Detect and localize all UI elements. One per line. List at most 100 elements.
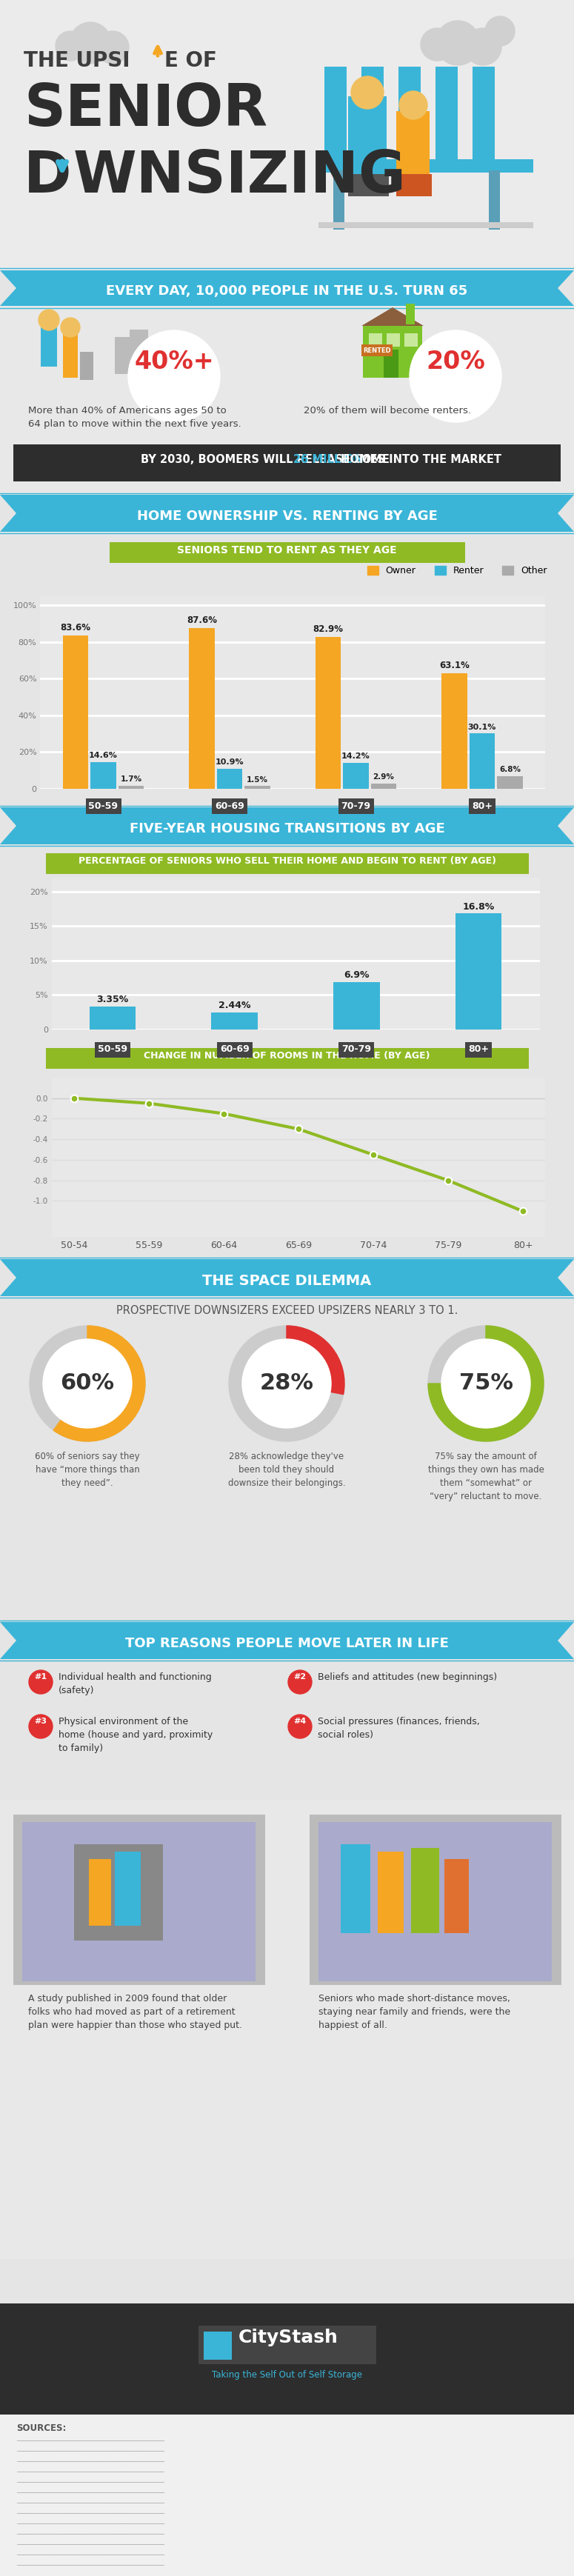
Polygon shape — [558, 1623, 574, 1659]
Text: ────────────────────────────────────────: ──────────────────────────────────────── — [16, 2540, 164, 2548]
Text: ────────────────────────────────────────: ──────────────────────────────────────── — [16, 2530, 164, 2537]
Text: THE SPACE DILEMMA: THE SPACE DILEMMA — [203, 1273, 371, 1288]
Text: EVERY DAY, 10,000 PEOPLE IN THE U.S. TURN 65: EVERY DAY, 10,000 PEOPLE IN THE U.S. TUR… — [106, 283, 468, 299]
Circle shape — [441, 1340, 530, 1427]
Bar — [411, 1847, 439, 1932]
Polygon shape — [0, 270, 16, 307]
Circle shape — [229, 1327, 344, 1443]
Polygon shape — [558, 270, 574, 307]
Wedge shape — [428, 1327, 544, 1443]
Bar — [63, 636, 88, 788]
Circle shape — [436, 21, 480, 64]
Text: 6.8%: 6.8% — [499, 765, 521, 773]
Circle shape — [410, 330, 502, 422]
Text: #2: #2 — [294, 1674, 307, 1680]
Bar — [130, 330, 148, 374]
Text: #3: #3 — [34, 1718, 47, 1726]
Circle shape — [29, 1669, 53, 1695]
Text: SENIORS TEND TO RENT AS THEY AGE: SENIORS TEND TO RENT AS THEY AGE — [177, 546, 397, 556]
Bar — [441, 672, 467, 788]
Circle shape — [428, 1327, 544, 1443]
Text: 2.9%: 2.9% — [373, 773, 394, 781]
Text: 50-59: 50-59 — [98, 1046, 127, 1054]
Polygon shape — [0, 1260, 16, 1296]
Text: SOURCES:: SOURCES: — [16, 2424, 66, 2434]
Bar — [497, 775, 523, 788]
Text: 50-59: 50-59 — [88, 801, 118, 811]
Text: FIVE-YEAR HOUSING TRANSITIONS BY AGE: FIVE-YEAR HOUSING TRANSITIONS BY AGE — [129, 822, 445, 835]
Bar — [333, 981, 380, 1030]
Bar — [387, 332, 400, 348]
Text: 80+: 80+ — [472, 801, 492, 811]
Text: 28%: 28% — [259, 1373, 313, 1394]
Circle shape — [421, 28, 453, 62]
Bar — [319, 1821, 552, 1981]
Text: 14.2%: 14.2% — [342, 752, 370, 760]
Bar — [91, 762, 116, 788]
Bar — [0, 307, 574, 536]
Bar — [0, 2303, 574, 2414]
Bar — [46, 853, 529, 873]
Bar — [245, 786, 270, 788]
Bar — [455, 914, 502, 1030]
Bar — [378, 1852, 404, 1932]
Bar — [470, 734, 495, 788]
Bar — [63, 332, 77, 379]
Text: 2.44%: 2.44% — [219, 1002, 251, 1010]
Bar — [405, 332, 418, 348]
Polygon shape — [362, 307, 424, 327]
Bar — [383, 350, 398, 379]
Text: ────────────────────────────────────────: ──────────────────────────────────────── — [16, 2488, 164, 2496]
Text: HOMES INTO THE MARKET: HOMES INTO THE MARKET — [338, 453, 502, 466]
Text: 1.5%: 1.5% — [247, 775, 268, 783]
Bar — [110, 541, 465, 564]
Bar — [0, 1260, 574, 1296]
Text: 80+: 80+ — [468, 1046, 489, 1054]
Text: 30.1%: 30.1% — [468, 724, 497, 732]
Text: RENTED: RENTED — [363, 348, 391, 353]
Circle shape — [464, 28, 502, 64]
Text: ────────────────────────────────────────: ──────────────────────────────────────── — [16, 2478, 164, 2486]
Bar — [362, 67, 383, 162]
Text: 20%: 20% — [426, 350, 485, 374]
Text: 1.7%: 1.7% — [121, 775, 142, 783]
Text: More than 40% of Americans ages 50 to
64 plan to move within the next five years: More than 40% of Americans ages 50 to 64… — [28, 407, 241, 428]
Text: 14.6%: 14.6% — [89, 752, 118, 760]
Bar — [406, 304, 415, 325]
Circle shape — [96, 31, 129, 64]
Bar — [89, 1860, 111, 1927]
Wedge shape — [286, 1327, 344, 1394]
Bar — [472, 67, 495, 162]
Circle shape — [43, 1340, 132, 1427]
Circle shape — [61, 317, 80, 337]
Text: E OF: E OF — [164, 52, 217, 72]
Circle shape — [29, 1716, 53, 1739]
Text: 28% acknowledge they've
been told they should
downsize their belongings.: 28% acknowledge they've been told they s… — [228, 1453, 346, 1489]
Circle shape — [128, 330, 220, 422]
Bar — [211, 1012, 258, 1030]
Polygon shape — [0, 806, 16, 845]
Text: ────────────────────────────────────────: ──────────────────────────────────────── — [16, 2437, 164, 2445]
Text: 3.35%: 3.35% — [96, 994, 129, 1005]
Circle shape — [38, 309, 59, 330]
Circle shape — [242, 1340, 331, 1427]
Legend: Owner, Renter, Other: Owner, Renter, Other — [363, 562, 551, 580]
Bar — [319, 222, 533, 229]
Text: 63.1%: 63.1% — [439, 659, 470, 670]
Circle shape — [485, 15, 515, 46]
Bar — [315, 636, 341, 788]
Bar — [118, 786, 144, 788]
Text: 87.6%: 87.6% — [187, 616, 217, 626]
Bar — [444, 1860, 469, 1932]
Bar — [348, 95, 387, 178]
Text: Seniors who made short-distance moves,
staying near family and friends, were the: Seniors who made short-distance moves, s… — [319, 1994, 510, 2030]
Bar — [115, 337, 130, 374]
Text: A study published in 2009 found that older
folks who had moved as part of a reti: A study published in 2009 found that old… — [28, 1994, 242, 2030]
Circle shape — [56, 31, 85, 62]
Text: ────────────────────────────────────────: ──────────────────────────────────────── — [16, 2509, 164, 2517]
Bar — [333, 170, 344, 229]
Bar — [369, 332, 382, 348]
Bar — [46, 1048, 529, 1069]
Text: #1: #1 — [34, 1674, 47, 1680]
Bar — [324, 67, 347, 162]
